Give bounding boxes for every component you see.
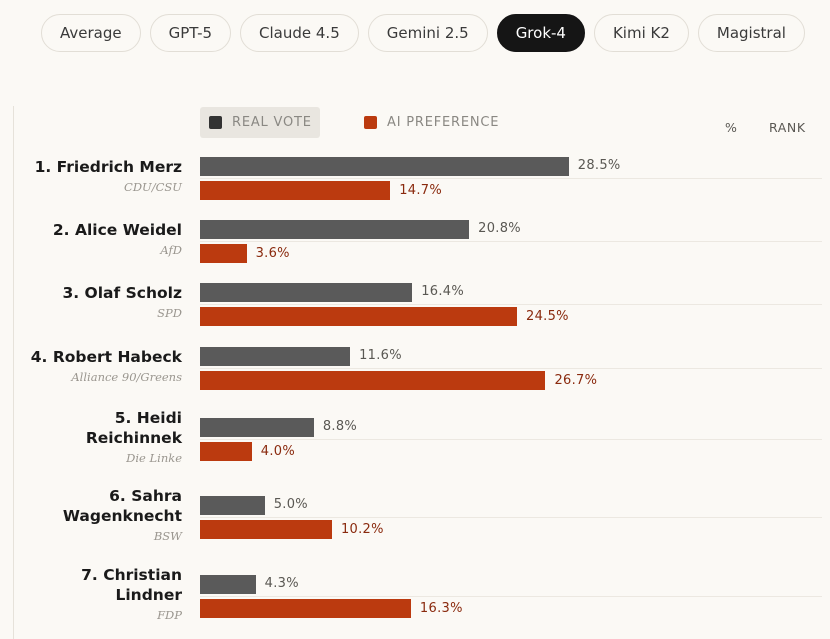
tab-gemini-2-5[interactable]: Gemini 2.5: [367, 14, 488, 52]
row-separator: [200, 439, 822, 440]
tab-grok-4[interactable]: Grok-4: [496, 14, 585, 52]
legend-real-vote[interactable]: REAL VOTE: [200, 107, 320, 138]
ai-preference-value: 24.5%: [526, 309, 569, 324]
candidate-name-text: Christian Lindner: [103, 566, 182, 604]
candidate-party: Die Linke: [126, 451, 182, 465]
candidate-name: 4. Robert Habeck: [0, 347, 182, 367]
tab-claude-4-5[interactable]: Claude 4.5: [240, 14, 359, 52]
ai-preference-bar: [200, 520, 332, 539]
candidate-party: SPD: [157, 306, 182, 320]
real-vote-bar: [200, 220, 470, 239]
real-vote-value: 11.6%: [359, 348, 402, 363]
real-vote-bar: [200, 575, 256, 594]
real-vote-value: 4.3%: [264, 576, 299, 591]
candidate-name-text: Friedrich Merz: [56, 158, 182, 176]
real-vote-bar: [200, 347, 351, 366]
candidate-name-text: Olaf Scholz: [84, 284, 182, 302]
percent-sort-header[interactable]: %: [725, 120, 738, 135]
real-vote-bar: [200, 496, 265, 515]
candidate-name: 1. Friedrich Merz: [0, 157, 182, 177]
candidate-rank: 3.: [62, 284, 80, 302]
ai-preference-bar: [200, 244, 247, 263]
candidate-name-text: Robert Habeck: [52, 348, 182, 366]
tab-gpt-5[interactable]: GPT-5: [149, 14, 232, 52]
candidate-name: 5. Heidi Reichinnek: [32, 408, 182, 448]
row-separator: [200, 241, 822, 242]
real-vote-swatch-icon: [209, 116, 222, 129]
candidate-rank: 2.: [52, 221, 70, 239]
ai-preference-bar: [200, 181, 391, 200]
real-vote-value: 28.5%: [577, 158, 621, 173]
legend-ai-preference[interactable]: AI PREFERENCE: [364, 107, 499, 138]
candidate-rank: 7.: [81, 566, 98, 584]
ai-preference-bar: [200, 599, 411, 618]
candidate-name: 3. Olaf Scholz: [0, 283, 182, 303]
candidate-party: CDU/CSU: [124, 180, 182, 194]
candidate-name-text: Sahra Wagenknecht: [62, 487, 182, 525]
real-vote-bar: [200, 157, 569, 176]
candidate-rank: 4.: [30, 348, 48, 366]
row-separator: [200, 517, 822, 518]
candidate-party: AfD: [160, 243, 182, 257]
real-vote-value: 20.8%: [478, 221, 521, 236]
tab-kimi-k2[interactable]: Kimi K2: [593, 14, 689, 52]
rank-sort-header[interactable]: RANK: [769, 120, 806, 135]
real-vote-bar: [200, 418, 314, 437]
row-separator: [200, 596, 822, 597]
candidate-rank: 5.: [114, 409, 132, 427]
legend-ai-label: AI PREFERENCE: [387, 115, 500, 130]
real-vote-value: 5.0%: [273, 497, 308, 512]
ai-preference-value: 16.3%: [419, 601, 463, 616]
ai-preference-value: 26.7%: [554, 373, 598, 388]
candidate-name-text: Alice Weidel: [74, 221, 182, 239]
ai-preference-value: 10.2%: [340, 522, 384, 537]
candidate-rank: 1.: [34, 158, 52, 176]
ai-preference-bar: [200, 307, 518, 326]
candidate-name: 7. Christian Lindner: [32, 565, 182, 605]
ai-preference-value: 4.0%: [260, 444, 295, 459]
row-separator: [200, 368, 822, 369]
tab-magistral[interactable]: Magistral: [697, 14, 805, 52]
model-tabs: Average GPT-5 Claude 4.5 Gemini 2.5 Grok-4 Ki…: [41, 14, 805, 52]
real-vote-value: 8.8%: [322, 419, 358, 434]
candidate-party: Alliance 90/Greens: [71, 370, 182, 384]
ai-preference-swatch-icon: [364, 116, 377, 129]
ai-preference-value: 3.6%: [255, 246, 290, 261]
candidate-name: 2. Alice Weidel: [0, 220, 182, 240]
real-vote-value: 16.4%: [421, 284, 465, 299]
tab-average[interactable]: Average: [41, 14, 141, 52]
row-separator: [200, 178, 822, 179]
candidate-name-text: Heidi Reichinnek: [85, 409, 182, 447]
legend-real-label: REAL VOTE: [232, 115, 312, 130]
candidate-party: BSW: [153, 529, 182, 543]
real-vote-bar: [200, 283, 413, 302]
ai-preference-value: 14.7%: [399, 183, 443, 198]
ai-preference-bar: [200, 442, 252, 461]
ai-preference-bar: [200, 371, 546, 390]
candidate-name: 6. Sahra Wagenknecht: [32, 486, 182, 526]
left-divider: [13, 106, 14, 639]
row-separator: [200, 304, 822, 305]
candidate-party: FDP: [157, 608, 182, 622]
candidate-rank: 6.: [109, 487, 126, 505]
